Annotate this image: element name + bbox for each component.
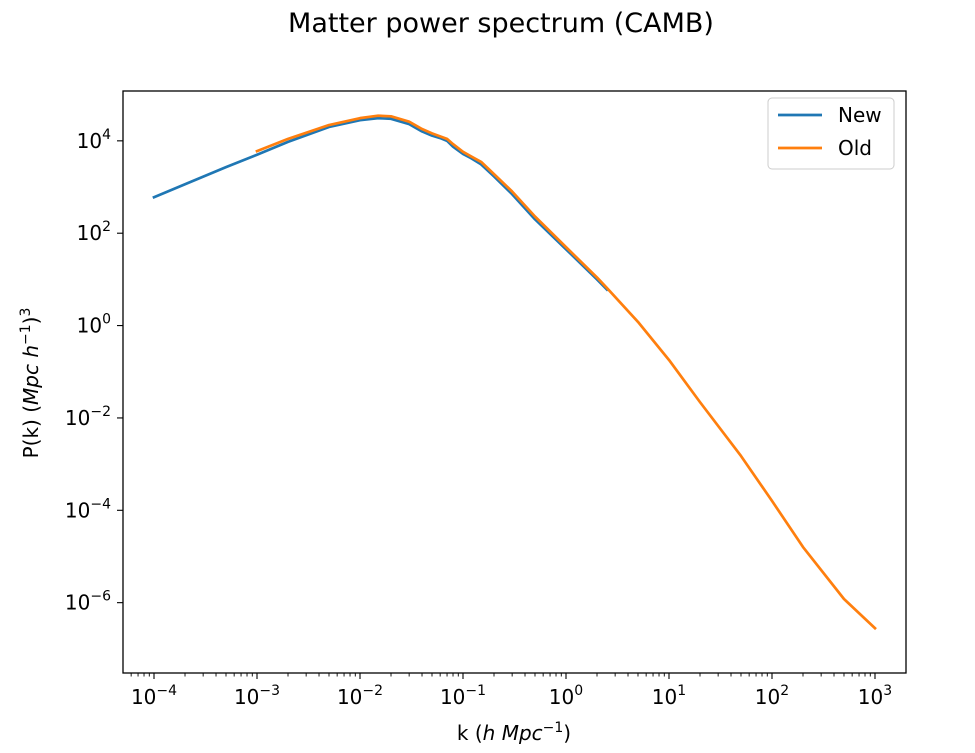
y-tick-label: 10−6 — [65, 589, 111, 615]
x-tick-label: 10−1 — [440, 683, 486, 709]
series-line-old — [255, 114, 877, 631]
x-tick-label: 10−4 — [131, 683, 177, 709]
legend-label-new: New — [838, 103, 882, 127]
plot-frame — [122, 90, 907, 674]
series-layer — [152, 114, 877, 631]
chart-title: Matter power spectrum (CAMB) — [288, 8, 714, 39]
y-tick-label: 104 — [77, 127, 111, 153]
legend-label-old: Old — [838, 136, 872, 160]
y-axis-label: P(k) (Mpc h−1)3 — [18, 308, 43, 459]
x-tick-label: 10−3 — [234, 683, 280, 709]
series-line-new — [152, 116, 609, 292]
ticks-layer: 10−4 10−3 10−2 10−1 100 101 102 103 10−6 10−4 10−2… — [65, 127, 892, 709]
legend: New Old — [767, 97, 895, 170]
x-tick-label: 101 — [652, 683, 686, 709]
x-tick-label: 10−2 — [337, 683, 383, 709]
y-tick-label: 102 — [77, 219, 111, 245]
x-tick-label: 100 — [549, 683, 583, 709]
y-tick-label: 10−2 — [65, 404, 111, 430]
x-tick-label: 103 — [858, 683, 892, 709]
y-tick-label: 10−4 — [65, 496, 111, 522]
y-tick-label: 100 — [77, 312, 111, 338]
x-axis-label: k (h Mpc−1) — [457, 720, 571, 745]
x-tick-label: 102 — [755, 683, 789, 709]
